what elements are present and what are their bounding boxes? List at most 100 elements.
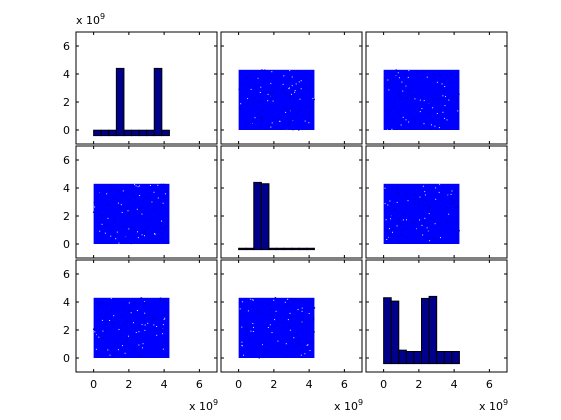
scatter-point xyxy=(110,310,113,313)
scatter-gap xyxy=(401,81,403,83)
scatter-gap xyxy=(142,347,143,349)
scatter-point xyxy=(417,213,420,215)
scatter-point xyxy=(244,83,247,86)
scatter-point xyxy=(297,341,300,344)
histogram-bar xyxy=(291,247,300,251)
scatter-point xyxy=(154,318,157,321)
scatter-gap xyxy=(138,331,140,333)
scatter-gap xyxy=(419,196,421,198)
scatter-gap xyxy=(422,185,424,187)
scatter-gap xyxy=(137,231,138,233)
scatter-gap xyxy=(144,329,146,331)
scatter-cloud xyxy=(93,297,170,358)
scatter-point xyxy=(398,92,401,95)
scatter-gap xyxy=(385,219,387,221)
scatter-point xyxy=(417,205,420,208)
scatter-point xyxy=(385,109,387,112)
scatter-point xyxy=(290,316,292,319)
scatter-point xyxy=(280,74,282,76)
scatter-point xyxy=(456,116,459,119)
panel-r0-c0: 0 2 4 6 x 109 xyxy=(63,12,218,145)
scatter-gap xyxy=(128,335,129,337)
scatter-gap xyxy=(95,348,97,350)
scatter-gap xyxy=(135,332,137,333)
axes-box xyxy=(220,145,363,259)
scatter-point xyxy=(298,338,301,341)
scatter-point xyxy=(244,335,247,337)
scatter-gap xyxy=(414,98,416,100)
scatter-point xyxy=(94,328,97,331)
scatter-point xyxy=(268,94,271,97)
scatter-point xyxy=(413,194,416,197)
y-tick-label: 0 xyxy=(63,238,70,251)
scatter-point xyxy=(239,108,242,111)
scatter-point xyxy=(248,298,250,301)
scatter-point xyxy=(144,303,147,306)
scatter-gap xyxy=(247,98,249,100)
scatter-point xyxy=(413,203,416,206)
x-tick-label: 0 xyxy=(235,378,242,391)
scatter-point xyxy=(264,91,267,94)
scatter-gap xyxy=(133,322,134,324)
x-axis-multiplier: x 109 xyxy=(479,398,508,413)
axes-box xyxy=(220,259,363,373)
y-axis-multiplier: x 109 xyxy=(76,12,105,27)
histogram-bar xyxy=(443,351,453,365)
scatter-gap xyxy=(447,194,449,196)
scatter-point xyxy=(105,349,107,351)
scatter-cloud xyxy=(93,183,170,244)
scatter-point xyxy=(281,110,283,113)
scatter-gap xyxy=(293,337,295,339)
scatter-gap xyxy=(386,129,388,131)
scatter-gap xyxy=(436,113,438,114)
histogram-bar xyxy=(383,297,392,365)
x-tick-label: 0 xyxy=(380,378,387,391)
scatter-point xyxy=(292,311,295,314)
scatter-point xyxy=(146,226,149,229)
scatter-point xyxy=(292,346,294,348)
scatter-point xyxy=(289,76,292,79)
scatter-point xyxy=(244,122,247,124)
scatter-gap xyxy=(434,223,436,225)
scatter-point xyxy=(418,194,421,197)
scatter-gap xyxy=(137,186,139,188)
scatter-point xyxy=(274,312,277,315)
scatter-point xyxy=(111,354,114,357)
scatter-point xyxy=(140,206,143,209)
scatter-point xyxy=(425,220,428,223)
scatter-point xyxy=(288,120,291,123)
scatter-point xyxy=(252,103,254,105)
scatter-gap xyxy=(267,93,269,95)
scatter-point xyxy=(109,184,112,187)
scatter-point xyxy=(383,77,386,79)
y-tick-label: 4 xyxy=(63,296,70,309)
scatter-point xyxy=(245,76,247,79)
scatter-point xyxy=(455,231,458,234)
scatter-gap xyxy=(134,184,136,186)
scatter-point xyxy=(164,196,167,198)
scatter-gap xyxy=(239,308,241,310)
scatter-gap xyxy=(432,107,434,109)
histogram-bar xyxy=(245,247,255,251)
scatter-gap xyxy=(402,90,404,92)
scatter-gap xyxy=(144,301,146,302)
scatter-point xyxy=(425,121,428,124)
scatter-point xyxy=(432,218,435,221)
scatter-point xyxy=(137,354,140,357)
scatter-gap xyxy=(301,310,303,312)
scatter-point xyxy=(110,347,113,349)
scatter-point xyxy=(274,331,277,334)
scatter-gap xyxy=(241,326,243,328)
scatter-gap xyxy=(249,298,251,300)
scatter-gap xyxy=(109,354,111,356)
scatter-point xyxy=(442,186,445,188)
scatter-point xyxy=(436,239,439,242)
scatter-point xyxy=(281,127,284,130)
scatter-gap xyxy=(444,86,446,87)
scatter-point xyxy=(147,205,150,207)
y-tick-label: 4 xyxy=(63,182,70,195)
scatter-gap xyxy=(283,75,285,77)
scatter-point xyxy=(437,97,439,100)
scatter-point xyxy=(249,324,252,327)
scatter-gap xyxy=(130,312,132,314)
